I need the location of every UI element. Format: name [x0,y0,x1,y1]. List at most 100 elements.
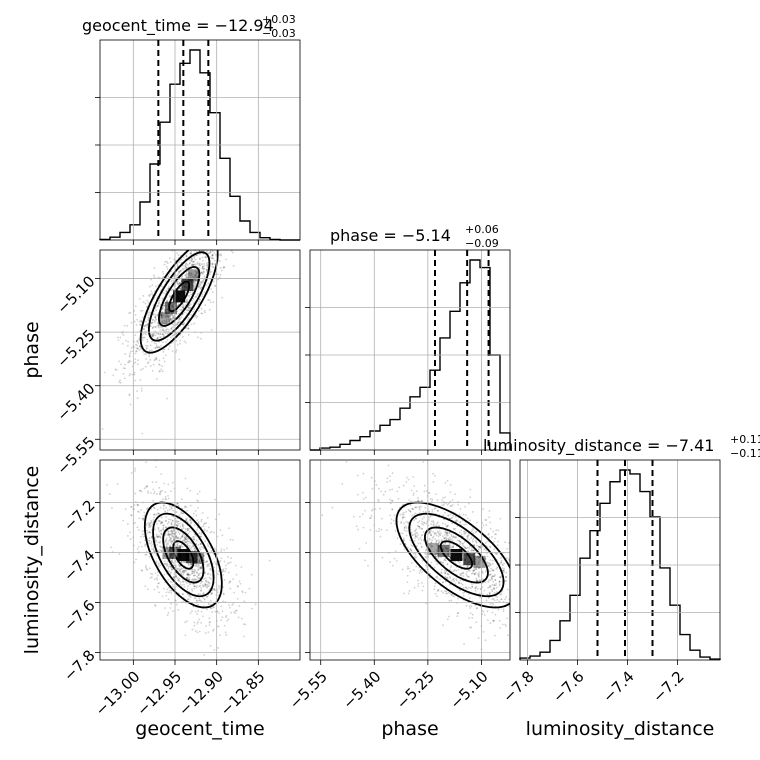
sample-point [457,581,460,584]
sample-point [417,525,420,528]
sample-point [470,572,473,575]
sample-point [500,598,503,601]
sample-point [200,621,203,624]
sample-point [194,270,197,273]
x-tick-label-phase: −5.40 [339,668,384,713]
sample-point [159,493,161,496]
sample-point [489,563,492,566]
sample-point [148,294,150,296]
sample-point [176,281,179,284]
contour-level-3 [143,501,223,609]
sample-point [200,217,202,219]
sample-point [197,292,199,295]
sample-point [491,590,494,593]
contour-level-1 [424,526,489,584]
sample-point [182,527,185,530]
sample-point [165,537,168,540]
sample-point [157,535,160,538]
sample-point [143,325,146,328]
sample-point [171,529,173,532]
sample-point [176,524,178,527]
sample-point [166,509,169,512]
sample-point [181,306,184,308]
histogram-phase [310,259,511,451]
sample-point [369,517,371,520]
sample-point [160,549,163,552]
sample-point [494,533,496,536]
sample-point [494,552,497,555]
sample-point [157,346,160,349]
sample-point [185,273,188,276]
sample-point [156,313,159,316]
sample-point [142,519,145,521]
sample-point [463,530,465,533]
sample-point [173,538,175,541]
sample-point [191,568,194,571]
sample-point [417,497,419,500]
sample-point [196,499,198,502]
sample-point [467,550,469,553]
sample-point [471,585,474,588]
sample-point [194,242,196,244]
sample-point [141,517,144,520]
sample-point [179,568,181,571]
sample-point [486,593,489,596]
sample-point [186,573,188,576]
sample-point [180,572,182,575]
sample-point [193,578,196,581]
sample-point [412,533,415,536]
sample-point [144,302,147,305]
svg-text:−0.11: −0.11 [730,447,760,460]
sample-point [177,272,180,275]
sample-point [176,283,179,286]
sample-point [145,553,148,556]
sample-point [485,561,488,563]
sample-point [452,595,454,598]
sample-point [428,532,430,535]
sample-point [502,569,505,572]
sample-point [443,558,446,560]
sample-point [459,543,462,545]
sample-point [181,535,184,538]
sample-point [450,517,453,520]
sample-point [408,590,411,592]
sample-point [150,278,152,281]
sample-point [171,568,174,571]
sample-point [147,318,150,321]
sample-point [173,275,175,278]
sample-point [471,538,474,541]
sample-point [216,591,219,594]
sample-point [154,317,157,320]
sample-point [209,562,211,565]
sample-point [459,574,462,577]
sample-point [450,565,453,567]
sample-point [450,535,453,538]
sample-point [149,542,152,545]
sample-point [403,516,406,519]
sample-point [160,313,163,316]
sample-point [153,359,156,362]
sample-point [164,540,167,543]
sample-point [187,327,189,330]
sample-point [435,543,438,546]
sample-point [196,276,198,279]
sample-point [452,546,454,549]
sample-point [181,535,184,538]
sample-point [528,604,530,606]
sample-point [177,270,180,273]
sample-point [193,564,196,567]
sample-point [210,224,212,226]
sample-point [503,567,506,570]
sample-point [170,530,172,533]
sample-point [205,244,207,246]
sample-point [221,296,224,299]
sample-point [436,590,439,593]
sample-point [391,499,394,502]
sample-point [145,567,148,570]
sample-point [218,612,220,614]
sample-point [129,372,131,375]
sample-point [418,527,421,530]
sample-point [167,518,170,521]
sample-point [195,571,198,574]
sample-point [232,265,235,267]
